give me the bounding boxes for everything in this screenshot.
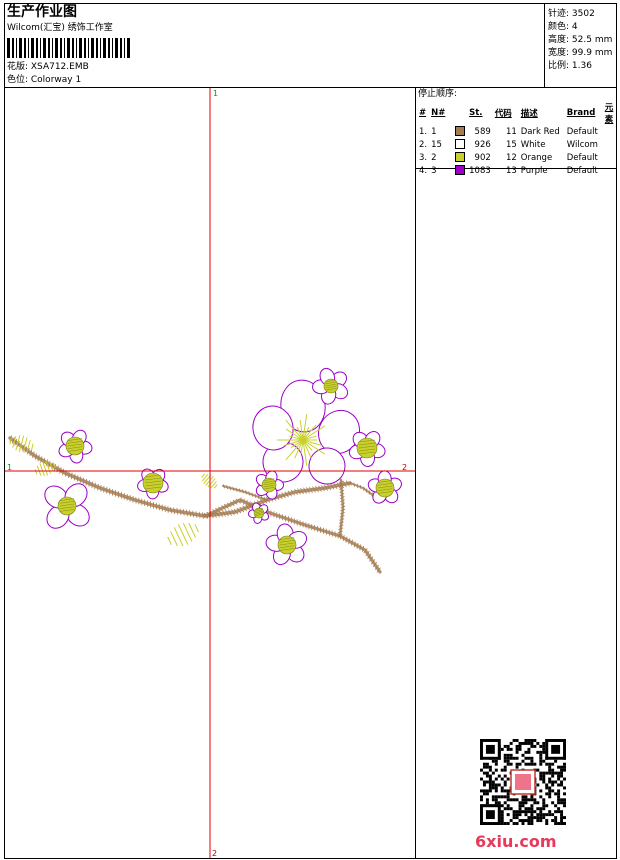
legend-cell-st: 589 xyxy=(474,126,491,137)
legend-cell-code: 11 xyxy=(505,126,517,137)
legend-cell-st: 902 xyxy=(474,152,491,163)
legend-row: 4. 3 1083 13 Purple Default xyxy=(417,164,620,177)
panel-divider xyxy=(415,87,416,859)
legend-cell-index: 1. xyxy=(419,126,428,137)
embroidery-design xyxy=(8,367,402,574)
barcode-icon xyxy=(7,38,130,58)
legend-cell-element xyxy=(603,138,620,151)
col-st: St. xyxy=(469,108,483,118)
legend-cell-brand: Default xyxy=(566,126,598,137)
col-element: 元素 xyxy=(604,103,614,125)
legend-cell-desc: Dark Red xyxy=(520,126,560,137)
stat-colors: 颜色: 4 xyxy=(548,22,578,32)
col-desc: 描述 xyxy=(520,109,538,119)
marker-bottom: 2 xyxy=(212,849,217,858)
legend-cell-swatch xyxy=(453,138,467,151)
color-swatch xyxy=(455,126,466,137)
legend-cell-brand: Wilcom xyxy=(566,139,598,150)
color-swatch xyxy=(455,165,466,176)
qr-code-icon xyxy=(480,739,566,825)
marker-right: 2 xyxy=(402,463,407,472)
legend-cell-n: 15 xyxy=(431,139,442,150)
legend-cell-code: 13 xyxy=(505,165,517,176)
color-legend-table: # N# St. 代码 描述 Brand 元素 1. 1 589 11 Dark Red… xyxy=(417,101,620,177)
production-sheet-frame xyxy=(4,3,617,859)
legend-cell-element xyxy=(603,164,620,177)
legend-cell-n: 3 xyxy=(431,165,437,176)
legend-divider xyxy=(415,168,617,169)
watermark-site: 6xiu.com xyxy=(475,832,557,851)
stop-sequence-title: 停止顺序: xyxy=(418,89,458,99)
legend-row: 3. 2 902 12 Orange Default xyxy=(417,151,620,164)
legend-cell-n: 2 xyxy=(431,152,437,163)
marker-top: 1 xyxy=(213,89,218,98)
legend-cell-st: 926 xyxy=(474,139,491,150)
col-n: N# xyxy=(431,108,446,118)
col-swatch xyxy=(453,101,467,125)
legend-row: 2. 15 926 15 White Wilcom xyxy=(417,138,620,151)
col-index: # xyxy=(419,108,427,118)
legend-cell-index: 2. xyxy=(419,139,428,150)
legend-cell-index: 3. xyxy=(419,152,428,163)
legend-cell-element xyxy=(603,151,620,164)
pattern-file: 花版: XSA712.EMB xyxy=(7,62,89,72)
page-title: 生产作业图 xyxy=(7,4,77,20)
legend-cell-n: 1 xyxy=(431,126,437,137)
legend-cell-swatch xyxy=(453,164,467,177)
legend-cell-index: 4. xyxy=(419,165,428,176)
marker-left: 1 xyxy=(7,463,12,472)
col-brand: Brand xyxy=(566,108,596,118)
stats-divider xyxy=(544,3,545,88)
color-swatch xyxy=(455,139,466,150)
legend-cell-brand: Default xyxy=(566,152,598,163)
legend-cell-st: 1083 xyxy=(469,165,491,176)
header-divider xyxy=(4,87,617,88)
legend-cell-swatch xyxy=(453,125,467,138)
color-swatch xyxy=(455,152,466,163)
legend-row: 1. 1 589 11 Dark Red Default xyxy=(417,125,620,138)
design-canvas[interactable]: 1 2 1 2 xyxy=(5,88,415,858)
legend-cell-code: 15 xyxy=(505,139,517,150)
stat-height: 高度: 52.5 mm xyxy=(548,35,613,45)
legend-cell-code: 12 xyxy=(505,152,517,163)
legend-header-row: # N# St. 代码 描述 Brand 元素 xyxy=(417,101,620,125)
legend-cell-desc: White xyxy=(520,139,546,150)
stat-width: 宽度: 99.9 mm xyxy=(548,48,613,58)
legend-cell-swatch xyxy=(453,151,467,164)
company-name: Wilcom(汇宝) 绣饰工作室 xyxy=(7,23,113,33)
legend-cell-brand: Default xyxy=(566,165,598,176)
legend-cell-desc: Orange xyxy=(520,152,553,163)
legend-cell-element xyxy=(603,125,620,138)
stat-scale: 比例: 1.36 xyxy=(548,61,592,71)
col-code: 代码 xyxy=(494,109,512,119)
legend-cell-desc: Purple xyxy=(520,165,548,176)
colorway-label: 色位: Colorway 1 xyxy=(7,75,82,85)
stat-stitches: 针迹: 3502 xyxy=(548,9,595,19)
